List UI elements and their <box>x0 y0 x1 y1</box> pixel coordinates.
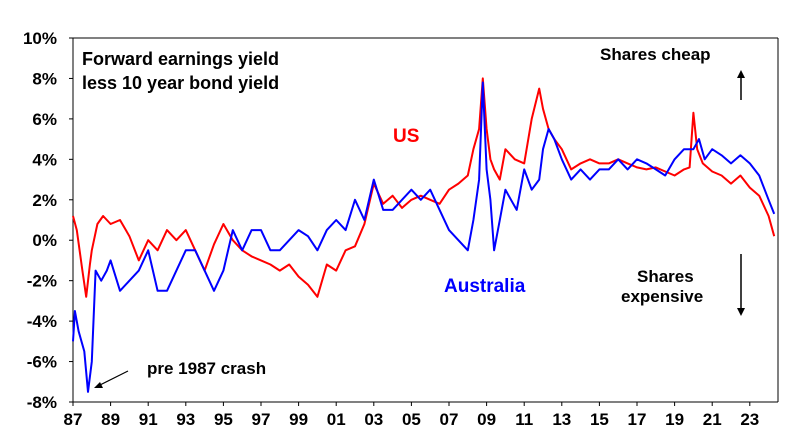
y-tick-label: 0% <box>32 231 57 250</box>
y-tick-label: 6% <box>32 110 57 129</box>
x-tick-label: 03 <box>364 410 383 429</box>
series-label-us: US <box>393 126 419 147</box>
x-tick-label: 93 <box>176 410 195 429</box>
x-tick-label: 01 <box>327 410 346 429</box>
tick-labels: 10% 8% 6% 4% 2% 0% -2% -4% -6% -8% 87 89 91 93 95 97 99 0… <box>23 29 759 429</box>
down-arrow-icon <box>737 254 745 316</box>
x-tick-label: 05 <box>402 410 421 429</box>
y-tick-label: -2% <box>27 272 57 291</box>
x-tick-label: 97 <box>252 410 271 429</box>
chart-title-line2: less 10 year bond yield <box>82 73 279 93</box>
x-tick-label: 89 <box>101 410 120 429</box>
series-lines <box>72 77 776 393</box>
crash-annotation-label: pre 1987 crash <box>147 359 266 378</box>
y-tick-label: 2% <box>32 191 57 210</box>
series-line-us <box>72 77 776 298</box>
x-tick-label: 19 <box>665 410 684 429</box>
x-tick-label: 99 <box>289 410 308 429</box>
y-tick-label: 8% <box>32 69 57 88</box>
series-line-australia <box>72 81 776 393</box>
crash-arrow-icon <box>94 370 129 388</box>
series-label-australia: Australia <box>444 276 526 297</box>
y-tick-label: -8% <box>27 393 57 412</box>
x-tick-label: 15 <box>590 410 609 429</box>
x-tick-label: 07 <box>440 410 459 429</box>
x-tick-label: 11 <box>515 410 533 429</box>
shares-cheap-label: Shares cheap <box>600 45 711 64</box>
up-arrow-icon <box>737 70 745 100</box>
chart-title-line1: Forward earnings yield <box>82 49 279 69</box>
x-tick-label: 87 <box>64 410 83 429</box>
x-tick-label: 23 <box>740 410 759 429</box>
shares-expensive-label-line2: expensive <box>621 287 703 306</box>
x-tick-label: 91 <box>139 410 158 429</box>
axes <box>69 37 779 406</box>
x-tick-label: 95 <box>214 410 233 429</box>
y-tick-label: 10% <box>23 29 57 48</box>
shares-expensive-label-line1: Shares <box>637 267 694 286</box>
y-tick-label: -6% <box>27 353 57 372</box>
y-tick-label: -4% <box>27 312 57 331</box>
x-tick-label: 13 <box>552 410 571 429</box>
y-tick-label: 4% <box>32 150 57 169</box>
x-tick-label: 17 <box>628 410 647 429</box>
x-tick-label: 09 <box>477 410 496 429</box>
x-tick-label: 21 <box>703 410 722 429</box>
